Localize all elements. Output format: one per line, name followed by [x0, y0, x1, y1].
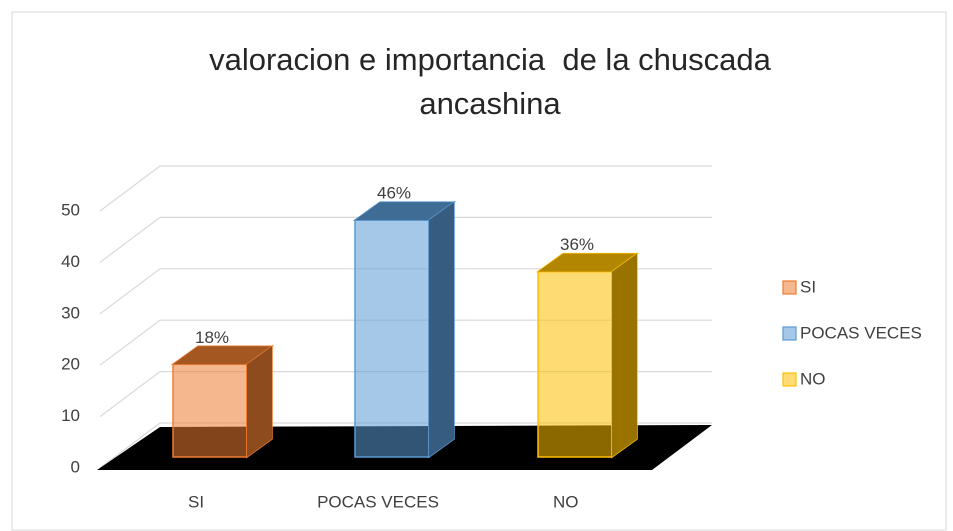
data-label: 46% — [377, 184, 411, 203]
y-tick-label: 10 — [61, 406, 80, 425]
bar-top-shade — [173, 346, 272, 365]
grid-line — [99, 165, 712, 212]
legend-swatch — [782, 326, 797, 341]
bar-top-shade — [355, 202, 454, 221]
y-tick-label: 0 — [71, 457, 80, 476]
y-tick-label: 40 — [61, 252, 80, 271]
legend-swatch — [782, 280, 797, 295]
grid-line — [99, 319, 712, 366]
y-tick-label: 20 — [61, 355, 80, 374]
x-tick-label: POCAS VECES — [317, 492, 439, 511]
grid-line — [99, 268, 712, 315]
legend-label: SI — [800, 277, 816, 296]
legend-label: POCAS VECES — [800, 323, 922, 342]
bar-side-shade — [612, 253, 637, 457]
bar-front — [354, 219, 430, 458]
legend-label: NO — [800, 369, 826, 388]
y-tick-label: 30 — [61, 303, 80, 322]
data-label: 36% — [560, 235, 594, 254]
bar-front — [172, 363, 248, 458]
bar-side-shade — [429, 202, 454, 457]
y-tick-label: 50 — [61, 200, 80, 219]
chart-title: valoracion e importancia de la chuscada … — [209, 42, 780, 121]
x-tick-label: NO — [553, 492, 579, 511]
bar-side — [428, 200, 455, 459]
grid-line — [99, 371, 712, 418]
bar-front — [537, 270, 613, 458]
x-tick-label: SI — [188, 492, 204, 511]
bar-side — [246, 344, 273, 459]
grid-line — [99, 422, 712, 469]
data-label: 18% — [195, 328, 229, 347]
grid-line — [99, 216, 712, 263]
bar-side — [611, 252, 638, 459]
legend-swatch — [782, 372, 797, 387]
bar-top-shade — [538, 253, 637, 272]
bar-side-shade — [247, 346, 272, 457]
